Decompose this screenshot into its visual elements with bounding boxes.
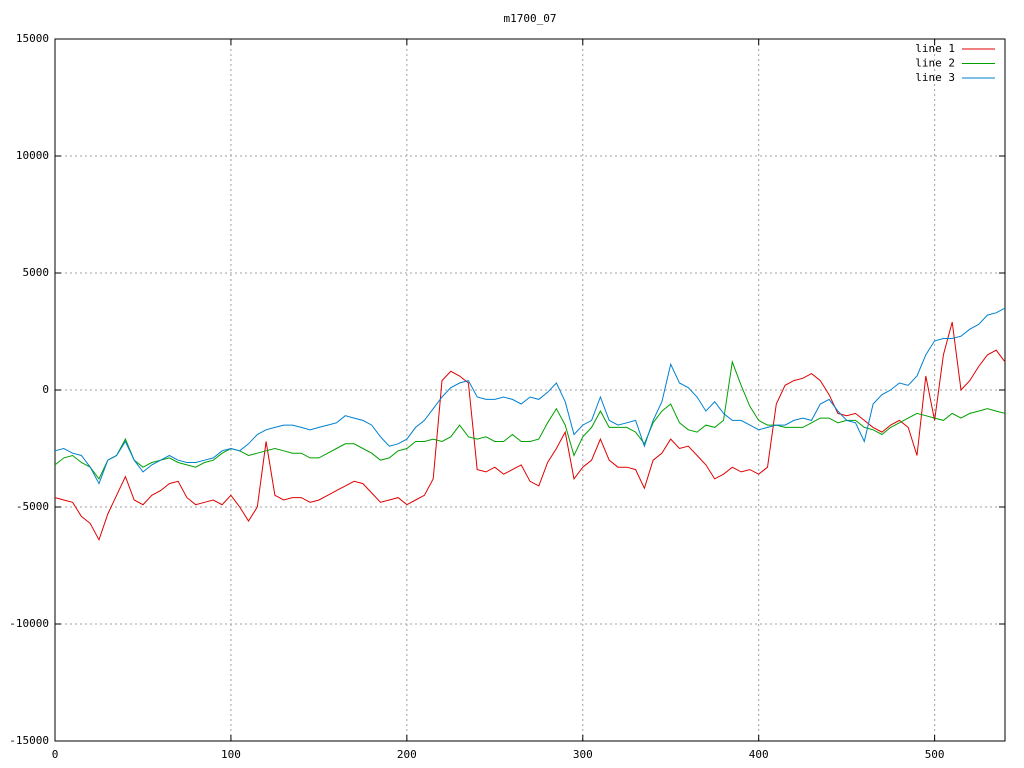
y-tick-label: 15000: [16, 32, 49, 45]
y-tick-label: 0: [42, 383, 49, 396]
data-line: [54, 321, 1006, 542]
x-tick-label: 400: [749, 748, 769, 761]
x-tick-label: 200: [397, 748, 417, 761]
data-line: [54, 359, 1006, 480]
x-tick-label: 500: [925, 748, 945, 761]
y-tick-label: -10000: [9, 617, 49, 630]
legend-label: line 2: [915, 57, 955, 70]
y-tick-label: 10000: [16, 149, 49, 162]
chart-title: m1700_07: [504, 12, 557, 25]
data-line: [54, 307, 1006, 485]
y-tick-label: 5000: [23, 266, 50, 279]
x-tick-label: 0: [52, 748, 59, 761]
legend-label: line 3: [915, 71, 955, 84]
x-tick-label: 300: [573, 748, 593, 761]
y-tick-label: -15000: [9, 734, 49, 747]
x-tick-label: 100: [221, 748, 241, 761]
plot-frame: [54, 38, 1006, 742]
legend-label: line 1: [915, 42, 955, 55]
y-tick-label: -5000: [16, 500, 49, 513]
